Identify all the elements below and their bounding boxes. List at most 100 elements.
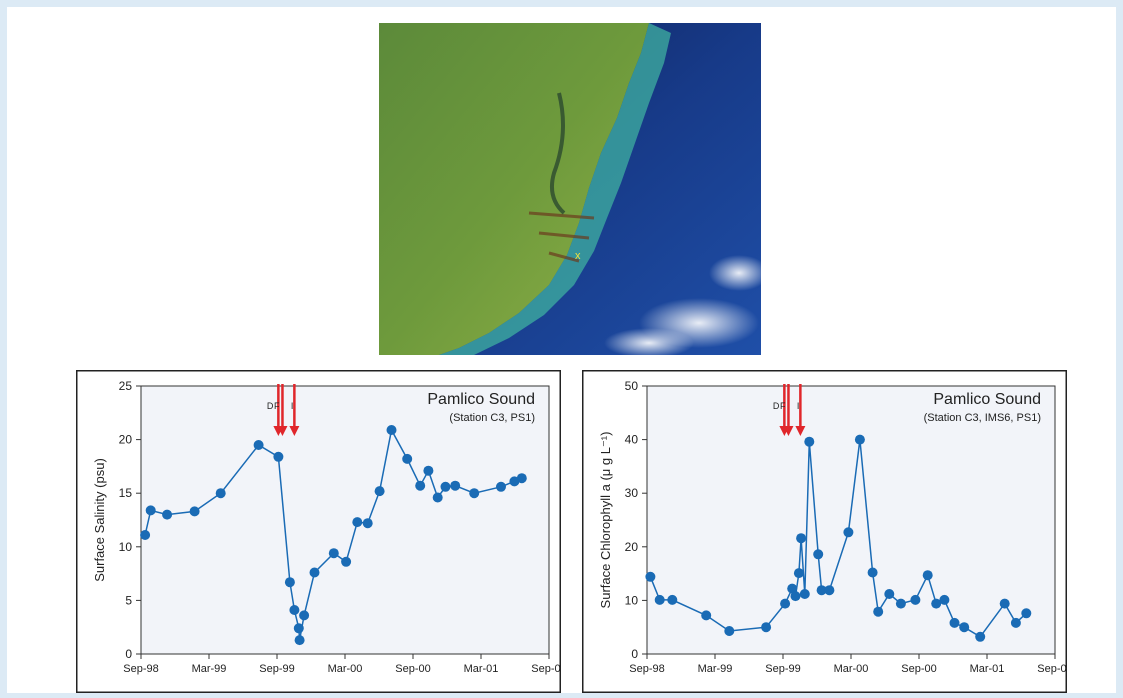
storm-arrow-head bbox=[795, 426, 806, 436]
storm-label: D bbox=[267, 401, 274, 411]
data-point bbox=[374, 486, 385, 497]
data-point bbox=[328, 548, 339, 559]
data-point bbox=[423, 465, 434, 476]
data-point bbox=[999, 598, 1010, 609]
y-tick-label: 0 bbox=[125, 647, 132, 661]
storm-arrow: I bbox=[289, 384, 300, 436]
cloud bbox=[604, 328, 694, 355]
data-point bbox=[654, 594, 665, 605]
x-tick-label: Sep-00 bbox=[901, 663, 936, 675]
storm-label: F bbox=[274, 401, 280, 411]
y-tick-label: 10 bbox=[625, 593, 639, 607]
y-tick-label: 5 bbox=[125, 593, 132, 607]
data-point bbox=[949, 617, 960, 628]
pamlico-estuary bbox=[528, 211, 595, 263]
storm-arrow: I bbox=[795, 384, 806, 436]
x-tick-label: Sep-00 bbox=[395, 663, 430, 675]
data-point bbox=[189, 506, 200, 517]
y-tick-label: 15 bbox=[119, 486, 133, 500]
data-point bbox=[440, 481, 451, 492]
plot-area bbox=[646, 385, 1056, 655]
cloud bbox=[709, 255, 761, 291]
data-point bbox=[804, 436, 815, 447]
storm-arrow-head bbox=[289, 426, 300, 436]
data-point bbox=[352, 517, 363, 528]
data-point bbox=[309, 567, 320, 578]
storm-label: D bbox=[773, 401, 780, 411]
axes: 0 10 20 30 40 50 Sep-98 Mar-99 Sep-99 Mar-00 Sep-0… bbox=[625, 379, 1073, 675]
x-tick-label: Mar-00 bbox=[834, 663, 869, 675]
data-point bbox=[816, 585, 827, 596]
y-tick-label: 20 bbox=[625, 540, 639, 554]
data-point bbox=[145, 505, 156, 516]
data-point bbox=[293, 623, 304, 634]
y-tick-label: 0 bbox=[631, 647, 638, 661]
y-tick-label: 30 bbox=[625, 486, 639, 500]
x-tick-label: Sep-98 bbox=[123, 663, 158, 675]
data-point bbox=[140, 530, 151, 540]
x-tick-label: Mar-99 bbox=[192, 663, 227, 675]
y-tick-label: 20 bbox=[119, 433, 133, 447]
data-point bbox=[1010, 617, 1021, 628]
axes: 0 5 10 15 20 25 Sep-98 Mar-99 Sep-99 Mar-00 Sep-00… bbox=[119, 379, 567, 675]
data-point bbox=[824, 585, 835, 596]
data-point bbox=[215, 488, 226, 499]
data-point bbox=[415, 480, 426, 491]
chart-title: Pamlico Sound bbox=[933, 391, 1041, 408]
data-point bbox=[724, 626, 735, 636]
x-tick-label: Mar-00 bbox=[328, 663, 363, 675]
data-point bbox=[975, 631, 986, 642]
data-point bbox=[284, 577, 295, 588]
data-point bbox=[796, 533, 807, 544]
chesapeake-bay bbox=[550, 92, 566, 215]
series bbox=[140, 425, 527, 646]
storm-arrow: F bbox=[780, 384, 794, 436]
plot-area bbox=[140, 385, 550, 655]
data-point bbox=[910, 594, 921, 605]
storm-arrow-head bbox=[783, 426, 794, 436]
y-tick-label: 50 bbox=[625, 379, 639, 393]
data-point bbox=[793, 568, 804, 579]
data-point bbox=[386, 425, 397, 435]
data-point bbox=[761, 622, 772, 633]
data-point bbox=[873, 606, 884, 617]
chart-title: Pamlico Sound bbox=[427, 391, 535, 408]
x-tick-label: Sep-99 bbox=[765, 663, 800, 675]
storm-label: I bbox=[291, 401, 294, 411]
data-point bbox=[341, 556, 352, 567]
data-point bbox=[843, 527, 854, 538]
data-point bbox=[645, 571, 656, 582]
data-point bbox=[516, 473, 527, 484]
data-point bbox=[931, 598, 942, 609]
y-tick-label: 25 bbox=[119, 379, 133, 393]
land bbox=[379, 23, 649, 355]
data-point bbox=[854, 434, 865, 445]
data-point bbox=[701, 610, 712, 621]
storm-arrow-head bbox=[277, 426, 288, 436]
x-tick-label: Sep-01 bbox=[531, 663, 561, 675]
data-point bbox=[496, 481, 506, 492]
satellite-map: x bbox=[379, 23, 761, 355]
coastal-sediment bbox=[439, 23, 671, 355]
data-point bbox=[1021, 608, 1032, 619]
data-point bbox=[790, 591, 801, 602]
data-point bbox=[813, 549, 824, 560]
data-point bbox=[787, 583, 798, 594]
storm-label: I bbox=[797, 401, 800, 411]
data-point bbox=[253, 440, 264, 450]
y-tick-label: 10 bbox=[119, 540, 133, 554]
data-point bbox=[884, 589, 895, 599]
x-tick-label: Sep-01 bbox=[1037, 663, 1067, 675]
storm-label: F bbox=[780, 401, 786, 411]
x-tick-label: Mar-99 bbox=[698, 663, 733, 675]
data-point bbox=[402, 453, 413, 464]
y-axis-label: Surface Chlorophyll a (μ g L⁻¹) bbox=[598, 432, 613, 609]
chart-subtitle: (Station C3, IMS6, PS1) bbox=[924, 412, 1041, 424]
satellite-image: x bbox=[379, 23, 761, 355]
